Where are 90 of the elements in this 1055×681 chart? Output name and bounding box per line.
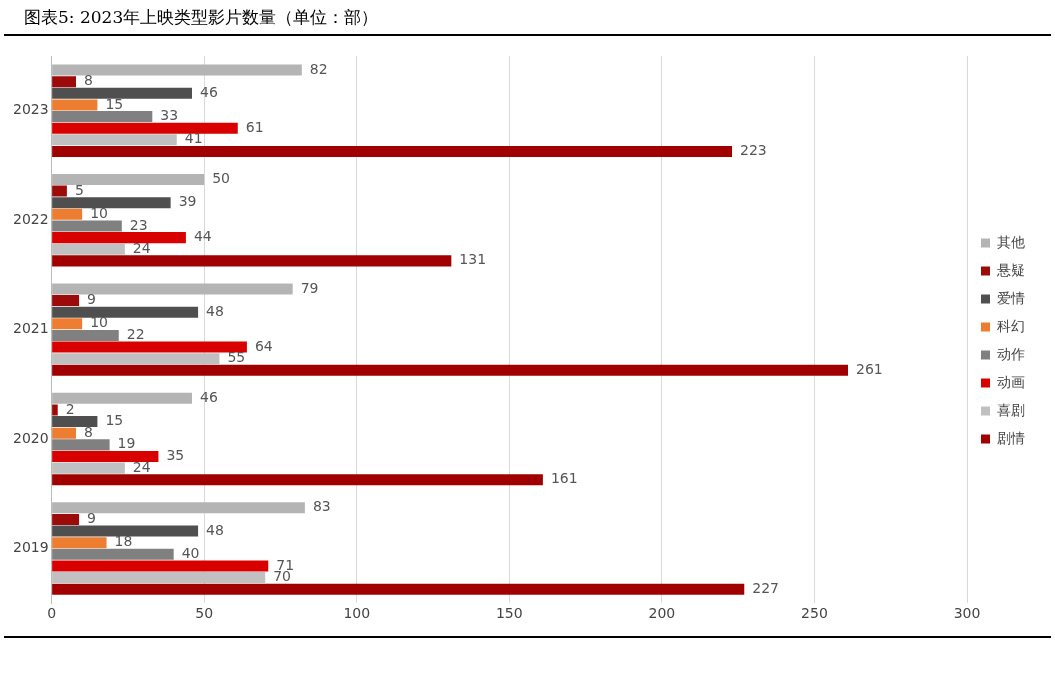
bar [52,583,745,595]
x-tick-label: 150 [495,605,523,622]
data-label: 64 [254,337,273,354]
legend-label: 爱情 [997,289,1025,306]
data-label: 44 [193,228,212,245]
legend-label: 悬疑 [996,261,1025,278]
data-label: 18 [114,533,133,550]
x-tick-label: 0 [47,605,57,622]
bar [52,416,98,428]
data-label: 24 [132,458,151,475]
legend-label: 其他 [997,233,1025,250]
data-label: 227 [752,579,779,596]
data-label: 40 [181,544,200,561]
data-label: 82 [309,60,328,77]
bar [52,439,110,451]
data-label: 33 [160,107,179,124]
data-label: 2 [65,400,75,417]
data-label: 83 [312,498,331,515]
bar [52,329,119,341]
data-label: 19 [117,435,136,452]
data-label: 223 [740,142,767,159]
data-label: 22 [126,326,145,343]
bar [52,295,80,307]
legend-label: 动作 [997,345,1025,362]
x-tick-label: 100 [343,605,371,622]
data-label: 48 [206,521,224,538]
bar [52,185,67,197]
bar [52,513,80,525]
y-tick-label: 2019 [12,539,49,556]
data-label: 70 [273,568,292,585]
legend-label: 喜剧 [997,401,1025,418]
bar [52,537,107,549]
bar [52,197,171,209]
data-label: 15 [105,95,124,112]
bar [52,208,83,220]
bar [52,427,77,439]
data-label: 50 [212,170,231,187]
y-tick-label: 2022 [12,210,49,227]
data-label: 48 [206,302,224,319]
legend-label: 科幻 [997,317,1025,334]
data-label: 79 [300,279,319,296]
bar [52,87,192,99]
legend-label: 动画 [997,373,1025,390]
chart-title: 图表5: 2023年上映类型影片数量（单位：部） [4,0,1051,36]
data-label: 10 [90,314,108,331]
bar [52,122,238,134]
data-label: 41 [184,130,203,147]
data-label: 46 [199,83,218,100]
data-label: 5 [74,181,84,198]
bar [52,76,77,88]
data-label: 55 [227,349,246,366]
bar [52,548,174,560]
bar [52,220,122,232]
data-label: 10 [90,204,108,221]
x-tick-label: 50 [195,605,214,622]
data-label: 24 [132,239,151,256]
data-label: 23 [129,216,148,233]
data-label: 8 [84,72,93,89]
data-label: 8 [84,423,93,440]
data-label: 46 [199,388,218,405]
y-tick-label: 2021 [12,320,49,337]
x-tick-label: 250 [801,605,828,622]
bar [52,232,186,244]
bar [52,450,159,463]
bar [52,111,153,123]
bar [52,318,83,330]
data-label: 39 [178,193,197,210]
bar [52,560,269,572]
data-label: 261 [856,360,883,377]
x-tick-label: 300 [953,605,981,622]
bar [52,404,58,416]
data-label: 15 [105,412,124,429]
bar [52,341,247,353]
bar [52,306,199,318]
data-label: 161 [550,470,578,487]
bar [52,525,199,537]
bar [52,255,452,267]
data-label: 9 [87,510,97,527]
legend-label: 剧情 [997,429,1025,446]
bar [52,99,98,111]
data-label: 35 [166,447,185,464]
data-label: 131 [459,251,487,268]
data-label: 61 [245,118,264,135]
y-tick-label: 2020 [12,429,49,446]
data-label: 9 [87,291,97,308]
x-tick-label: 200 [648,605,676,622]
bar [52,145,733,157]
bar [52,474,543,486]
bar [52,364,848,376]
y-tick-label: 2023 [12,101,49,118]
